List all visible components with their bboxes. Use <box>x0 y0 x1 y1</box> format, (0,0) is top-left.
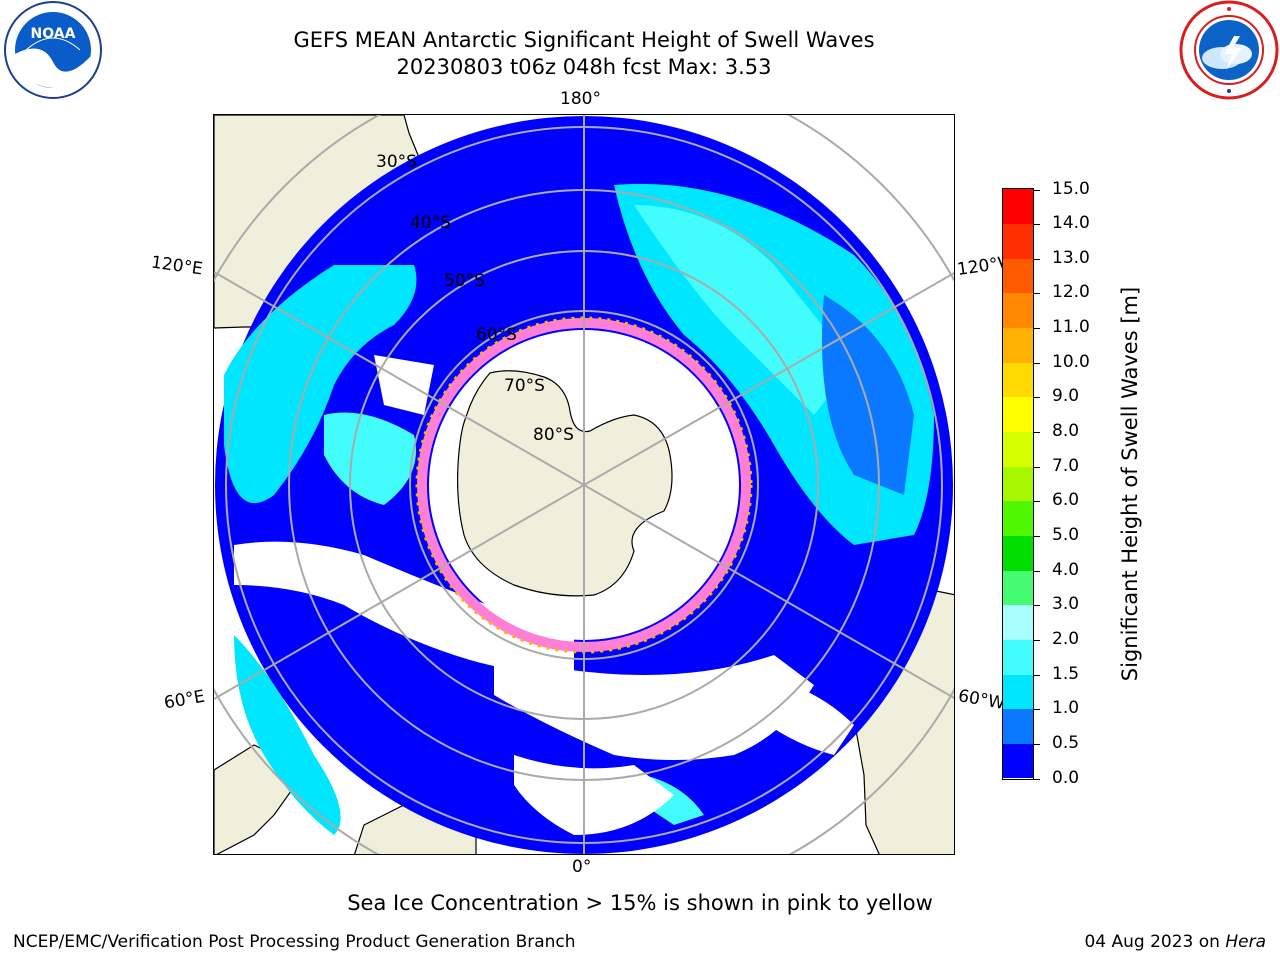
colorbar-segment <box>1003 258 1033 294</box>
colorbar-tick <box>1034 466 1040 468</box>
colorbar-tick-label: 1.5 <box>1052 663 1080 684</box>
colorbar-segment <box>1003 223 1033 259</box>
lat-label-70s: 70°S <box>504 376 545 396</box>
ice-free-patch-1 <box>234 541 574 675</box>
colorbar-tick-label: 10.0 <box>1052 351 1090 372</box>
colorbar-tick <box>1034 639 1040 641</box>
chart-title: GEFS MEAN Antarctic Significant Height o… <box>293 28 875 52</box>
lat-label-60s: 60°S <box>476 325 517 345</box>
colorbar-tick-label: 8.0 <box>1052 421 1080 442</box>
colorbar-tick <box>1034 328 1040 330</box>
colorbar-tick-label: 0.5 <box>1052 732 1080 753</box>
colorbar-segment <box>1003 396 1033 433</box>
colorbar-tick <box>1034 743 1040 745</box>
colorbar-tick <box>1034 674 1040 676</box>
colorbar-segment <box>1003 708 1033 744</box>
swell-region-pacific-mid <box>822 295 914 495</box>
colorbar-segment <box>1003 570 1033 606</box>
colorbar-segment <box>1003 431 1033 467</box>
colorbar-segment <box>1003 674 1033 710</box>
credit-branch: NCEP/EMC/Verification Post Processing Pr… <box>13 932 576 952</box>
colorbar-tick <box>1034 570 1040 572</box>
colorbar-tick <box>1034 362 1040 364</box>
swell-region-indian-light <box>324 412 416 505</box>
colorbar-segment <box>1003 292 1033 329</box>
colorbar-label: Significant Height of Swell Waves [m] <box>1118 286 1142 682</box>
colorbar-segment <box>1003 189 1033 225</box>
colorbar-tick-label: 6.0 <box>1052 490 1080 511</box>
credit-date-text: 04 Aug 2023 on <box>1084 932 1226 952</box>
colorbar-tick-label: 1.0 <box>1052 698 1080 719</box>
colorbar-segment <box>1003 743 1033 779</box>
colorbar-tick <box>1034 258 1040 260</box>
colorbar-tick-label: 9.0 <box>1052 386 1080 407</box>
colorbar-tick <box>1034 432 1040 434</box>
colorbar-tick <box>1034 189 1040 191</box>
lon-label-0: 0° <box>572 857 592 877</box>
colorbar-segment <box>1003 604 1033 640</box>
polar-map <box>214 115 954 854</box>
colorbar-segment <box>1003 535 1033 571</box>
colorbar-tick-label: 4.0 <box>1052 559 1080 580</box>
colorbar-tick-label: 12.0 <box>1052 282 1090 303</box>
noaa-logo: NOAA <box>4 1 102 99</box>
noaa-logo-text: NOAA <box>31 26 76 42</box>
longitude-lines <box>214 115 954 854</box>
colorbar-tick <box>1034 293 1040 295</box>
nws-logo <box>1179 0 1279 100</box>
lon-label-120e: 120°E <box>149 252 204 280</box>
colorbar-segment <box>1003 327 1033 363</box>
lat-label-40s: 40°S <box>410 213 451 233</box>
chart-subtitle: 20230803 t06z 048h fcst Max: 3.53 <box>396 55 772 79</box>
colorbar-segment <box>1003 466 1033 502</box>
colorbar-tick <box>1034 709 1040 711</box>
map-panel: 30°S 40°S 50°S 60°S 70°S 80°S <box>213 114 955 855</box>
colorbar-tick-label: 5.0 <box>1052 524 1080 545</box>
lon-label-60w: 60°W <box>956 686 1007 714</box>
colorbar-tick <box>1034 224 1040 226</box>
credit-host: Hera <box>1225 932 1266 952</box>
colorbar-tick <box>1034 535 1040 537</box>
antarctica-land <box>457 370 673 597</box>
colorbar <box>1002 188 1034 780</box>
ice-free-patch-4 <box>754 675 854 755</box>
credit-date: 04 Aug 2023 on Hera <box>1084 932 1266 952</box>
colorbar-segment <box>1003 362 1033 398</box>
colorbar-tick <box>1034 778 1040 780</box>
swell-region-indian <box>224 265 417 504</box>
ice-free-patch-5 <box>374 355 434 415</box>
colorbar-tick-label: 15.0 <box>1052 178 1090 199</box>
lat-label-80s: 80°S <box>533 425 574 445</box>
lat-label-50s: 50°S <box>444 271 485 291</box>
colorbar-tick-label: 7.0 <box>1052 455 1080 476</box>
colorbar-tick-label: 13.0 <box>1052 247 1090 268</box>
colorbar-tick-label: 0.0 <box>1052 767 1080 788</box>
lon-label-180: 180° <box>560 89 601 109</box>
colorbar-tick-label: 2.0 <box>1052 628 1080 649</box>
swell-region-atlantic-west <box>234 635 341 835</box>
colorbar-tick <box>1034 605 1040 607</box>
lat-label-30s: 30°S <box>376 152 417 172</box>
sea-ice-note: Sea Ice Concentration > 15% is shown in … <box>347 891 933 915</box>
colorbar-tick-label: 3.0 <box>1052 594 1080 615</box>
colorbar-segment <box>1003 639 1033 675</box>
colorbar-segment <box>1003 500 1033 536</box>
colorbar-tick-label: 14.0 <box>1052 213 1090 234</box>
colorbar-tick <box>1034 397 1040 399</box>
colorbar-tick <box>1034 501 1040 503</box>
colorbar-tick-label: 11.0 <box>1052 317 1090 338</box>
lon-label-60e: 60°E <box>162 686 207 714</box>
